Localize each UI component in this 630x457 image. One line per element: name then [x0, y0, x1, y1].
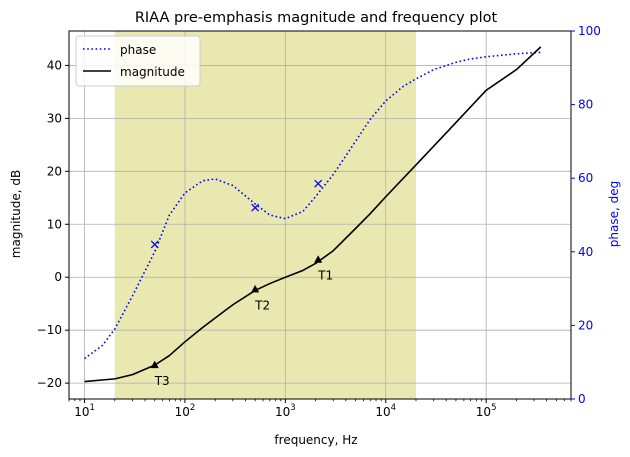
audio-band-highlight [114, 31, 416, 399]
y-right-tick-label: 80 [578, 98, 593, 112]
time-constant-label: T3 [154, 374, 170, 388]
y-left-tick-label: 0 [54, 270, 62, 284]
series-layer: T1 T2 T3 [84, 46, 542, 388]
time-constant-marker [314, 255, 323, 263]
legend-box [75, 35, 201, 87]
time-constant-label: T1 [317, 269, 333, 283]
y-axis-label-magnitude: magnitude, dB [9, 170, 23, 258]
time-constant-marker [251, 284, 260, 293]
time-constant-label: T2 [254, 298, 270, 312]
y-left-tick-label: 10 [47, 217, 62, 231]
y-left-tick-label: −20 [37, 376, 62, 390]
magnitude-series-line [84, 46, 542, 383]
y-axis-label-phase: phase, deg [607, 181, 621, 247]
x-axis: 101 102 103 104 105 [68, 399, 572, 419]
y-axis-magnitude: −20 −10 0 10 20 30 40 [37, 58, 69, 390]
chart-title: RIAA pre-emphasis magnitude and frequenc… [135, 10, 498, 26]
y-right-tick-label: 60 [578, 171, 593, 185]
phase-marker-stroke [314, 179, 323, 188]
x-axis-label: frequency, Hz [274, 433, 357, 447]
x-tick-label: 102 [175, 403, 196, 419]
grid-lines [69, 31, 571, 399]
time-constant-marker [150, 360, 159, 369]
y-left-tick-label: 30 [47, 111, 62, 125]
y-left-tick-label: 40 [47, 58, 62, 72]
y-right-tick-label: 0 [578, 392, 586, 406]
x-tick-label: 104 [375, 403, 396, 419]
phase-marker-stroke [251, 203, 260, 212]
x-tick-label: 103 [275, 403, 296, 419]
y-right-tick-label: 100 [578, 24, 601, 38]
y-right-tick-label: 40 [578, 245, 593, 259]
legend-magnitude-label: magnitude [120, 65, 185, 79]
legend: phase magnitude [75, 35, 201, 87]
y-left-tick-label: −10 [37, 323, 62, 337]
y-right-tick-label: 20 [578, 318, 593, 332]
plot-frame [68, 30, 572, 400]
phase-marker [314, 179, 323, 188]
legend-phase-label: phase [120, 43, 156, 57]
y-left-tick-label: 20 [47, 164, 62, 178]
phase-marker [251, 203, 260, 212]
y-axis-phase: 0 20 40 60 80 100 [571, 24, 601, 406]
x-tick-label: 101 [74, 403, 95, 419]
phase-marker-stroke [150, 240, 159, 249]
phase-series-line [84, 51, 541, 360]
phase-marker [150, 240, 159, 249]
x-tick-label: 105 [476, 403, 497, 419]
